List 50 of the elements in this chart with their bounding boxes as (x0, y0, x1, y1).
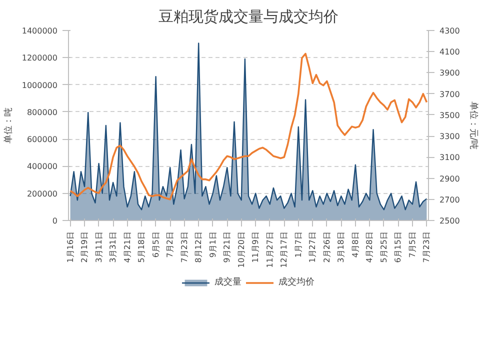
x-tick-label: 6月15日 (394, 231, 403, 263)
y2-tick-label: 2700 (440, 195, 460, 204)
x-tick-label: 11月9日 (251, 231, 260, 263)
y2-tick-label: 3100 (440, 153, 460, 162)
x-tick-label: 7月23日 (422, 231, 432, 263)
y-tick-label: 1400000 (22, 26, 58, 36)
x-tick-label: 4月8日 (350, 231, 360, 258)
y2-axis-title: 单位：元/吨 (468, 101, 479, 150)
x-tick-label: 10月20日 (236, 232, 246, 268)
y2-tick-label: 3500 (440, 110, 460, 120)
y-tick-label: 1000000 (22, 80, 58, 90)
y2-tick-label: 3700 (440, 90, 460, 99)
y-axis-title: 单位：吨 (2, 108, 14, 144)
x-tick-label: 4月28日 (365, 231, 374, 263)
x-tick-label: 8月12日 (194, 231, 204, 263)
y-tick-label: 600000 (26, 135, 58, 144)
x-tick-label: 6月5日 (151, 231, 160, 258)
y2-tick-label: 3300 (440, 132, 460, 142)
x-tick-label: 1月16日 (66, 231, 75, 263)
x-tick-label: 9月1日 (208, 231, 218, 258)
y2-tick-label: 4100 (440, 48, 460, 57)
x-tick-label: 1月7日 (294, 231, 303, 258)
x-tick-label: 5月18日 (137, 231, 146, 263)
y2-tick-label: 3900 (440, 68, 460, 78)
x-tick-label: 7月5日 (408, 231, 417, 258)
legend-label: 成交量 (214, 276, 242, 288)
y-tick-label: 0 (52, 216, 58, 226)
x-tick-label: 3月31日 (108, 231, 118, 263)
y-tick-label: 1200000 (22, 54, 58, 63)
x-tick-label: 11月27日 (265, 232, 274, 268)
x-tick-label: 1月27日 (308, 231, 318, 263)
x-tick-label: 2月26日 (322, 231, 332, 263)
x-tick-label: 3月11日 (94, 231, 104, 263)
y-tick-label: 800000 (26, 108, 58, 117)
x-tick-label: 7月23日 (180, 231, 189, 263)
x-tick-label: 3月18日 (336, 231, 346, 263)
line-series (69, 52, 428, 200)
x-tick-label: 7月2日 (166, 231, 175, 258)
x-tick-label: 5月25日 (379, 231, 388, 263)
y2-tick-label: 2500 (440, 216, 460, 226)
y2-tick-label: 2900 (440, 174, 460, 184)
chart-title: 豆粕现货成交量与成交均价 (158, 8, 338, 26)
y2-tick-label: 4300 (440, 26, 460, 36)
x-tick-label: 2月19日 (80, 231, 90, 263)
x-tick-label: 4月21日 (122, 231, 132, 263)
x-tick-label: 12月17日 (280, 232, 289, 268)
legend-label: 成交均价 (278, 276, 314, 288)
y-tick-label: 400000 (26, 162, 58, 172)
x-tick-label: 9月21日 (222, 231, 232, 263)
y-tick-label: 200000 (26, 189, 58, 198)
